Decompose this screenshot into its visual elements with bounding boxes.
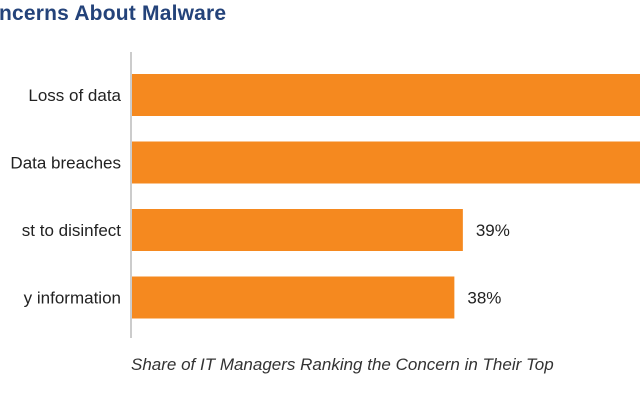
x-axis-caption: Share of IT Managers Ranking the Concern… — [131, 355, 554, 374]
category-label-0: Loss of data — [28, 86, 121, 105]
chart-title: ncerns About Malware — [0, 2, 227, 25]
labels-layer: Loss of data Data breaches st to disinfect… — [10, 86, 509, 308]
category-label-3: y information — [24, 289, 121, 308]
bars-layer — [132, 74, 640, 319]
category-label-2: st to disinfect — [22, 221, 121, 240]
category-label-1: Data breaches — [10, 154, 121, 173]
bar-0 — [132, 74, 640, 116]
value-label-3: 38% — [467, 289, 501, 308]
bar-1 — [132, 141, 640, 184]
bar-3 — [132, 276, 455, 319]
bar-2 — [132, 209, 463, 251]
value-label-2: 39% — [476, 221, 510, 240]
